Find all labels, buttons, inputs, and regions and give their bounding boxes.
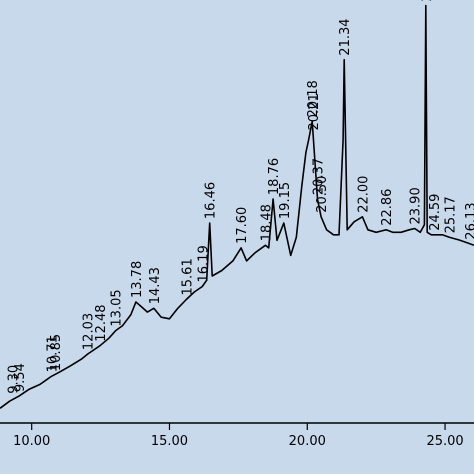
series-layer — [0, 4, 474, 409]
x-tick-label: 15.00 — [151, 434, 188, 449]
peak-label: 9.54 — [13, 363, 28, 392]
x-tick-label: 20.00 — [289, 434, 326, 449]
peak-label: 10.71 — [45, 335, 60, 372]
peak-label: 20.21 — [307, 93, 322, 130]
peak-label: 20.37 — [312, 158, 327, 195]
peak-label: 12.48 — [94, 304, 109, 341]
peak-label: 20.50 — [315, 176, 330, 213]
peak-label: 22.00 — [356, 176, 371, 213]
peak-label: 26.13 — [464, 202, 474, 239]
peak-label: 20.18 — [306, 80, 321, 117]
x-tick-label: 25.00 — [426, 434, 463, 449]
peak-label: 16.19 — [196, 245, 211, 282]
peak-label: 23.90 — [409, 187, 424, 224]
peak-label: 12.03 — [82, 313, 97, 350]
peak-label: 18.48 — [259, 204, 274, 241]
peak-label: 13.05 — [110, 289, 125, 326]
peak-label: 18.76 — [267, 158, 282, 195]
peak-label: 10.85 — [49, 334, 64, 371]
peak-label: 14.43 — [148, 267, 163, 304]
peak-label: 17.60 — [235, 207, 250, 244]
peak-label: 25.17 — [444, 196, 459, 233]
peak-label: 13.78 — [130, 261, 145, 298]
peak-label: 16.46 — [204, 182, 219, 219]
x-tick-label: 10.00 — [13, 434, 50, 449]
x-axis-ticks: 10.00 15.00 20.00 25.00 — [13, 423, 464, 449]
peak-label: 22.86 — [380, 189, 395, 226]
peak-label: 21.34 — [338, 18, 353, 55]
peak-label: 9.30 — [6, 365, 21, 394]
peak-label: 24.30 — [420, 0, 435, 2]
peak-label: 15.61 — [180, 258, 195, 295]
peak-label: 19.15 — [278, 182, 293, 219]
series-line — [0, 4, 474, 409]
peak-label: 24.59 — [428, 194, 443, 231]
